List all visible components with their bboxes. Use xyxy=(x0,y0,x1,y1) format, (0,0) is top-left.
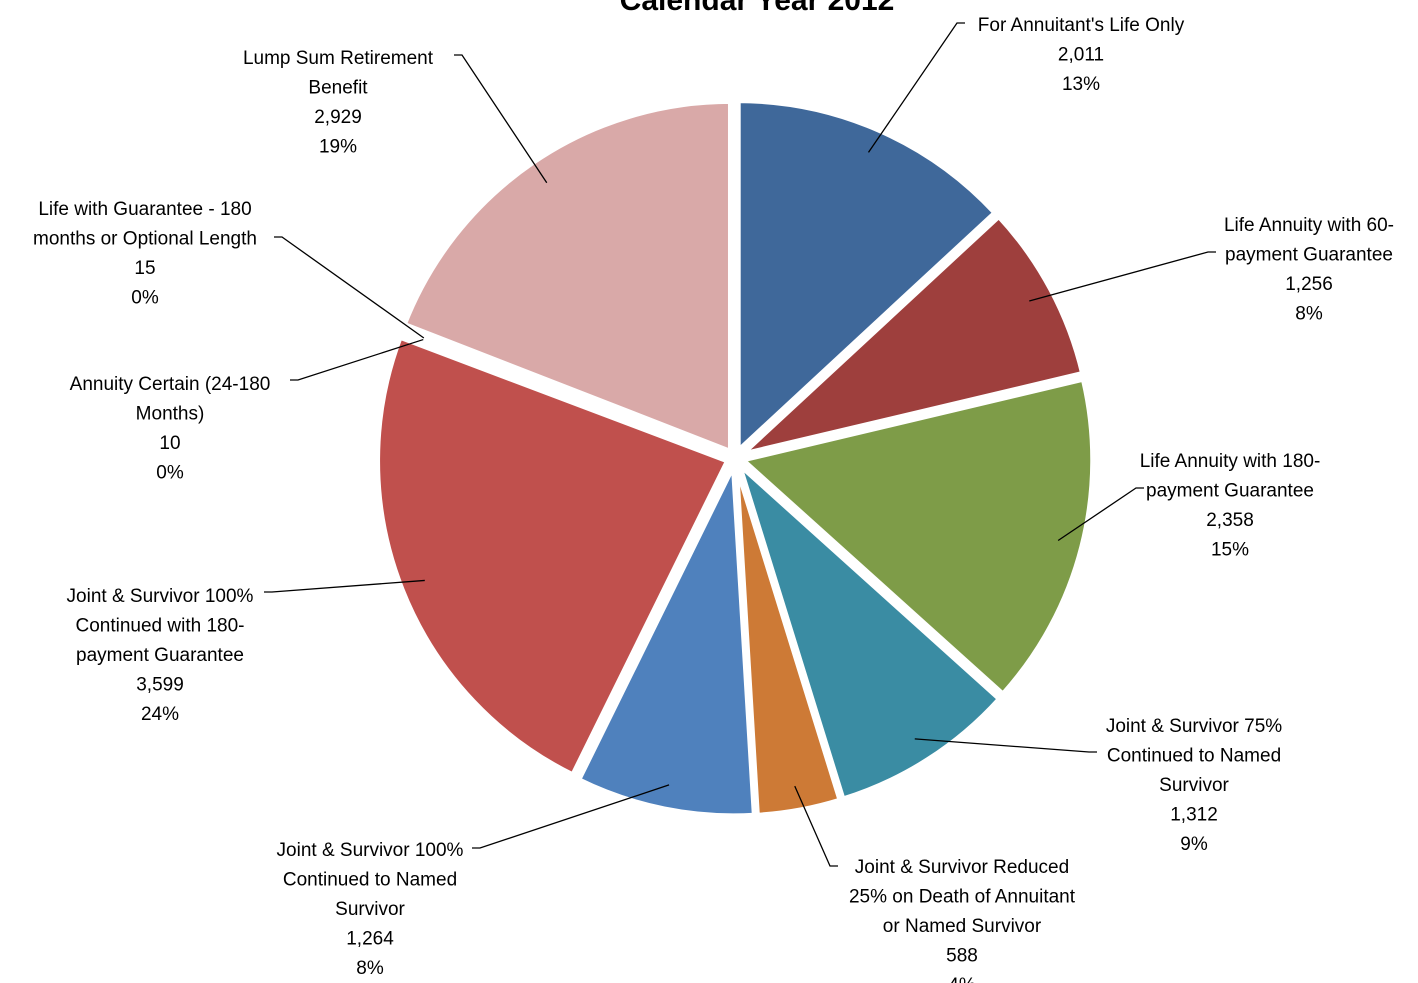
slice-label-line: For Annuitant's Life Only xyxy=(978,15,1185,36)
slice-label-line: 8% xyxy=(356,958,384,979)
slice-label-line: 2,011 xyxy=(1058,45,1104,66)
leader-line-10 xyxy=(454,54,548,184)
slice-label-8: Annuity Certain (24-180 Months) 10 0% xyxy=(70,374,271,484)
slice-label-line: Continued with 180- xyxy=(76,616,245,637)
slice-label-line: 0% xyxy=(131,288,159,309)
slice-label-line: or Named Survivor xyxy=(883,916,1042,937)
slice-label-line: Life with Guarantee - 180 xyxy=(38,199,251,220)
slice-label-line: 13% xyxy=(1062,74,1100,95)
slice-label-4: Joint & Survivor 75% Continued to Named Su… xyxy=(1106,716,1282,855)
slice-label-line: Months) xyxy=(136,404,205,425)
pie-slice-border-9 xyxy=(397,324,729,458)
pie-slice-border-7 xyxy=(375,334,732,779)
slice-labels: For Annuitant's Life Only 2,011 13% Life An… xyxy=(33,15,1394,983)
leader-line-8 xyxy=(290,338,424,381)
slice-label-1: For Annuitant's Life Only 2,011 13% xyxy=(978,15,1185,95)
slice-label-line: payment Guarantee xyxy=(1146,481,1314,502)
leader-line-9 xyxy=(274,236,425,339)
pie-slice-1 xyxy=(738,100,995,451)
slice-label-line: Continued to Named xyxy=(283,870,457,891)
slice-label-line: Joint & Survivor 100% xyxy=(67,586,254,607)
slice-label-line: 10 xyxy=(159,433,180,454)
leader-line-5 xyxy=(794,785,838,867)
slice-label-line: Joint & Survivor Reduced xyxy=(855,857,1069,878)
slice-label-line: Annuity Certain (24-180 xyxy=(70,374,271,395)
leader-line-3 xyxy=(1057,487,1144,542)
pie-slice-border-2 xyxy=(733,212,1086,459)
pie-slice-border-1 xyxy=(735,98,999,457)
pie-slice-border-6 xyxy=(575,456,757,819)
slice-label-line: Life Annuity with 60- xyxy=(1224,215,1394,236)
slice-label-line: 8% xyxy=(1295,304,1323,325)
pie-slices xyxy=(375,98,1096,819)
leader-line-6 xyxy=(472,784,670,849)
slice-label-line: payment Guarantee xyxy=(76,645,244,666)
slice-label-9: Life with Guarantee - 180 months or Optio… xyxy=(33,199,257,309)
pie-slice-border-3 xyxy=(737,376,1096,698)
leader-line-7 xyxy=(264,579,425,593)
slice-label-line: 1,264 xyxy=(346,929,394,950)
slice-label-line: Continued to Named xyxy=(1107,746,1281,767)
slice-label-line: Benefit xyxy=(308,78,368,99)
slice-label-line: 3,599 xyxy=(136,675,184,696)
slice-label-line: months or Optional Length xyxy=(33,229,257,250)
pie-slice-4 xyxy=(739,464,1000,800)
slice-label-7: Joint & Survivor 100% Continued with 180-… xyxy=(67,586,254,725)
pie-slice-3 xyxy=(742,379,1093,695)
pie-slice-border-5 xyxy=(733,465,844,818)
leader-lines xyxy=(264,22,1216,867)
slice-label-line: payment Guarantee xyxy=(1225,245,1393,266)
slice-label-line: 15 xyxy=(134,258,155,279)
slice-label-line: 25% on Death of Annuitant xyxy=(849,887,1076,908)
leader-line-2 xyxy=(1029,251,1216,302)
slice-label-line: 15% xyxy=(1211,540,1249,561)
slice-label-3: Life Annuity with 180- payment Guarantee 2… xyxy=(1140,451,1321,561)
slice-label-line: Lump Sum Retirement xyxy=(243,48,434,69)
slice-label-line: Survivor xyxy=(335,899,405,920)
slice-label-line: 2,929 xyxy=(314,107,362,128)
slice-label-line: Joint & Survivor 75% xyxy=(1106,716,1282,737)
slice-label-6: Joint & Survivor 100% Continued to Named S… xyxy=(277,840,464,979)
slice-label-2: Life Annuity with 60- payment Guarantee 1,… xyxy=(1224,215,1394,325)
slice-label-line: 9% xyxy=(1180,834,1208,855)
slice-label-line: 0% xyxy=(156,463,184,484)
pie-slice-10 xyxy=(404,101,731,452)
leader-line-4 xyxy=(914,738,1097,753)
slice-label-line: 4% xyxy=(948,975,976,983)
pie-slice-2 xyxy=(742,216,1083,455)
slice-label-5: Joint & Survivor Reduced 25% on Death of … xyxy=(849,857,1076,983)
slice-label-line: 2,358 xyxy=(1206,510,1254,531)
pie-slice-7 xyxy=(377,337,728,775)
slice-label-line: Joint & Survivor 100% xyxy=(277,840,464,861)
chart-title: Calendar Year 2012 xyxy=(620,0,895,17)
pie-slice-border-4 xyxy=(734,456,1003,803)
slice-label-line: Survivor xyxy=(1159,775,1229,796)
pie-slice-6 xyxy=(578,465,755,816)
slice-label-10: Lump Sum Retirement Benefit 2,929 19% xyxy=(243,48,434,158)
leader-line-1 xyxy=(867,22,965,153)
slice-label-line: 588 xyxy=(946,946,978,967)
slice-label-line: 19% xyxy=(319,137,357,158)
slice-label-line: 1,312 xyxy=(1170,805,1218,826)
slice-label-line: 1,256 xyxy=(1285,274,1333,295)
slice-label-line: 24% xyxy=(141,704,179,725)
slice-label-line: Life Annuity with 180- xyxy=(1140,451,1321,472)
